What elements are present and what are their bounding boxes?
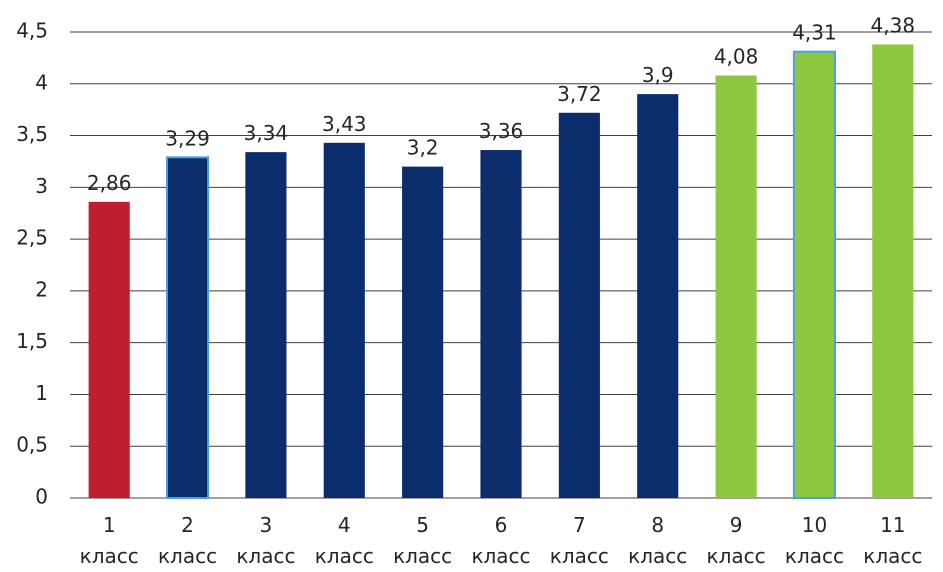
category-label: 1 [103, 513, 116, 537]
category-label: 8 [651, 513, 664, 537]
data-label: 4,08 [714, 44, 759, 68]
category-label-sub: класс [628, 544, 687, 568]
bar [872, 44, 914, 498]
category-label: 10 [802, 513, 827, 537]
x-axis-categories: 1 класс 2 класс 3 класс 4 класс 5 класс 6 класс 7 кла… [80, 513, 923, 568]
category-label: 6 [495, 513, 508, 537]
y-tick-label: 1,5 [16, 329, 48, 353]
y-tick-label: 3,5 [16, 122, 48, 146]
data-label: 3,29 [165, 126, 210, 150]
category-label: 7 [573, 513, 586, 537]
y-tick-label: 1 [35, 381, 48, 405]
y-tick-label: 2 [35, 277, 48, 301]
category-label: 11 [880, 513, 905, 537]
category-label: 4 [338, 513, 351, 537]
bar [637, 94, 679, 498]
y-tick-label: 0 [35, 485, 48, 509]
data-label: 4,38 [871, 13, 916, 37]
data-label: 3,2 [407, 136, 439, 160]
bars [88, 44, 914, 499]
bar [323, 142, 365, 498]
y-tick-label: 0,5 [16, 433, 48, 457]
category-label-sub: класс [315, 544, 374, 568]
y-tick-label: 4 [35, 70, 48, 94]
category-label-sub: класс [80, 544, 139, 568]
bar [165, 156, 210, 499]
category-label-sub: класс [785, 544, 844, 568]
bar [402, 166, 444, 498]
y-tick-label: 2,5 [16, 226, 48, 250]
data-label: 3,34 [244, 121, 289, 145]
y-tick-label: 3 [35, 174, 48, 198]
category-label-sub: класс [158, 544, 217, 568]
category-label-sub: класс [707, 544, 766, 568]
bar [715, 75, 757, 498]
category-label: 3 [260, 513, 273, 537]
category-label-sub: класс [471, 544, 530, 568]
bar [245, 152, 287, 498]
data-label: 3,43 [322, 112, 367, 136]
y-tick-label: 4,5 [16, 19, 48, 43]
bar [88, 201, 130, 498]
bar [480, 150, 522, 498]
data-label: 3,9 [642, 63, 674, 87]
category-label-sub: класс [550, 544, 609, 568]
category-label-sub: класс [236, 544, 295, 568]
data-label: 3,36 [479, 119, 524, 143]
category-label: 9 [730, 513, 743, 537]
data-label: 3,72 [557, 82, 602, 106]
category-label-sub: класс [393, 544, 452, 568]
y-axis-ticks: 0 0,5 1 1,5 2 2,5 3 3,5 4 4,5 [16, 19, 48, 509]
bar [558, 112, 600, 499]
category-label-sub: класс [863, 544, 922, 568]
category-label: 2 [181, 513, 194, 537]
category-label: 5 [416, 513, 429, 537]
data-label: 4,31 [792, 21, 837, 45]
bar [792, 50, 837, 499]
data-labels: 2,86 3,29 3,34 3,43 3,2 3,36 3,72 3,9 4,08 4,31 4,… [87, 13, 915, 194]
data-label: 2,86 [87, 171, 132, 195]
